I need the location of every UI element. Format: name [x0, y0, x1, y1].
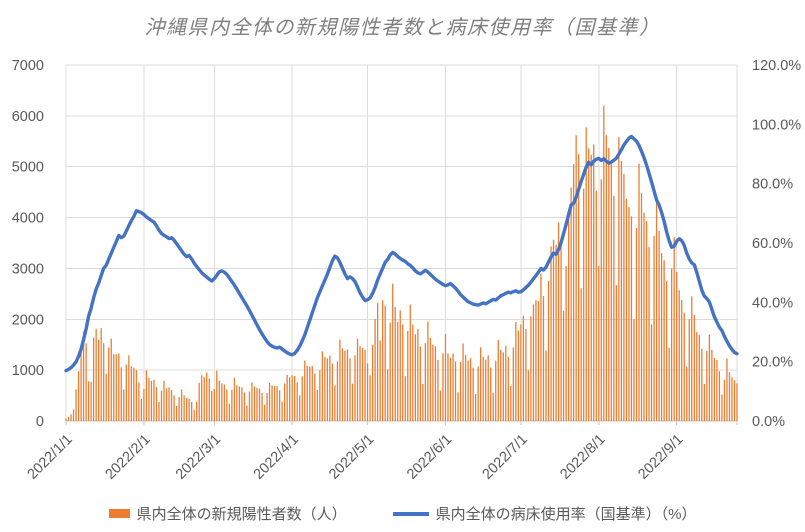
left-axis-tick-label: 7000 — [12, 58, 44, 74]
x-axis-tick-label: 2022/9/1 — [635, 432, 686, 483]
left-axis-tick-label: 4000 — [12, 211, 44, 227]
left-axis-tick-label: 1000 — [12, 363, 44, 379]
right-axis-tick-label: 80.0% — [752, 177, 793, 193]
x-axis-tick-label: 2022/5/1 — [326, 432, 377, 483]
bar-series-swatch-icon — [108, 509, 130, 518]
x-axis-tick-label: 2022/8/1 — [557, 432, 608, 483]
x-axis-tick-label: 2022/3/1 — [173, 432, 224, 483]
x-axis-tick-label: 2022/7/1 — [479, 432, 530, 483]
left-axis-tick-label: 5000 — [12, 160, 44, 176]
line-series-swatch-icon — [392, 511, 429, 516]
axis-tick-labels: 0 1000 2000 3000 4000 5000 6000 7000 0.0% 20.0% 40… — [12, 58, 802, 483]
right-axis-tick-label: 20.0% — [752, 355, 793, 371]
legend-item-new-cases[interactable]: 県内全体の新規陽性者数（人） — [108, 503, 347, 524]
legend-label-new-cases: 県内全体の新規陽性者数（人） — [136, 506, 347, 523]
left-axis-tick-label: 0 — [36, 414, 44, 430]
x-axis-tick-label: 2022/2/1 — [102, 432, 153, 483]
x-axis-tick-label: 2022/4/1 — [251, 432, 302, 483]
bed-usage-line — [64, 134, 739, 373]
right-axis-tick-label: 120.0% — [752, 58, 801, 74]
legend-label-bed-usage: 県内全体の病床使用率（国基準）（%） — [435, 506, 697, 523]
daily-cases-bars — [65, 105, 738, 422]
legend-item-bed-usage[interactable]: 県内全体の病床使用率（国基準）（%） — [392, 503, 697, 524]
chart-legend: 県内全体の新規陽性者数（人） 県内全体の病床使用率（国基準）（%） — [0, 503, 805, 524]
left-axis-tick-label: 6000 — [12, 109, 44, 125]
right-axis-tick-label: 100.0% — [752, 117, 801, 133]
right-axis-tick-label: 60.0% — [752, 236, 793, 252]
x-axis-tick-label: 2022/6/1 — [404, 432, 455, 483]
right-axis-tick-label: 0.0% — [752, 414, 785, 430]
right-axis-tick-label: 40.0% — [752, 295, 793, 311]
x-axis-tick-label: 2022/1/1 — [25, 432, 76, 483]
left-axis-tick-label: 2000 — [12, 312, 44, 328]
chart-title: 沖縄県内全体の新規陽性者数と病床使用率（国基準） — [144, 17, 661, 39]
left-axis-tick-label: 3000 — [12, 261, 44, 277]
